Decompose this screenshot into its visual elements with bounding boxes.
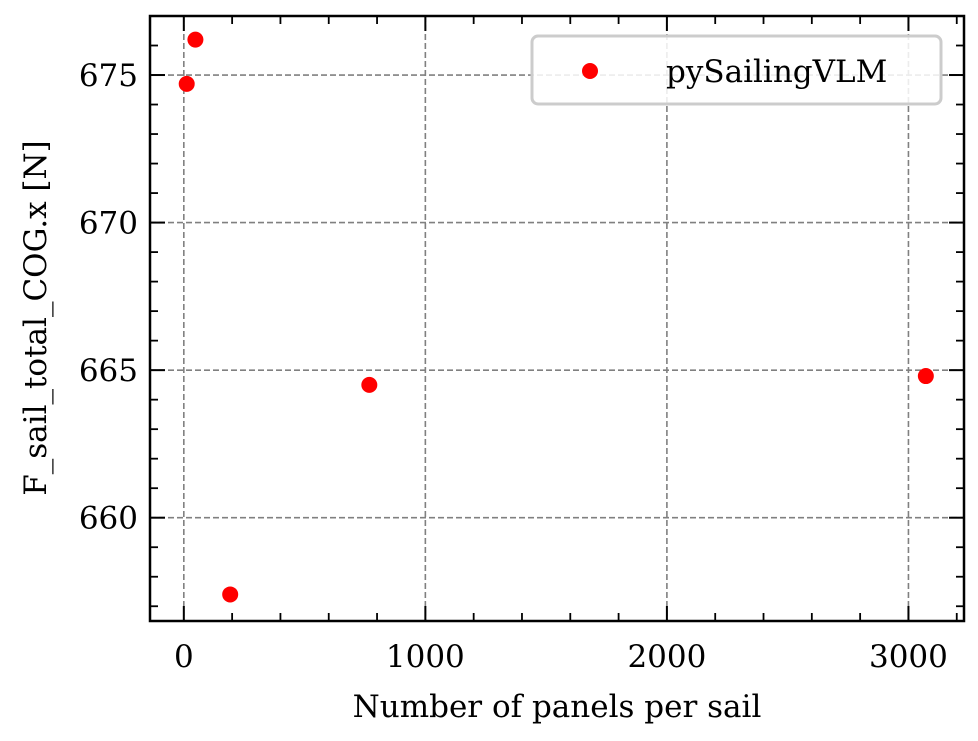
x-tick-label: 1000 — [386, 639, 465, 675]
tick-labels: 0 1000 2000 3000 660 665 670 675 — [79, 58, 948, 675]
x-tick-label: 2000 — [627, 639, 706, 675]
data-point — [178, 75, 195, 92]
y-tick-label: 670 — [79, 206, 138, 242]
axis-ticks — [150, 15, 964, 621]
grid-lines — [150, 16, 964, 621]
legend-box — [530, 34, 943, 106]
legend-label: pySailingVLM — [666, 54, 887, 90]
x-tick-label: 0 — [174, 639, 194, 675]
data-point — [222, 586, 239, 603]
y-tick-label: 665 — [79, 353, 138, 389]
legend: pySailingVLM — [530, 34, 943, 106]
data-point — [361, 376, 378, 393]
x-tick-label: 3000 — [869, 639, 948, 675]
data-points — [178, 31, 934, 603]
data-point — [917, 368, 934, 385]
y-axis-label: F_sail_total_COG.x [N] — [18, 140, 54, 496]
x-axis-label: Number of panels per sail — [353, 689, 762, 725]
data-point — [187, 31, 204, 48]
y-tick-label: 675 — [79, 58, 138, 94]
plot-area-frame — [148, 14, 966, 623]
y-tick-label: 660 — [79, 501, 138, 537]
legend-marker — [582, 63, 598, 79]
